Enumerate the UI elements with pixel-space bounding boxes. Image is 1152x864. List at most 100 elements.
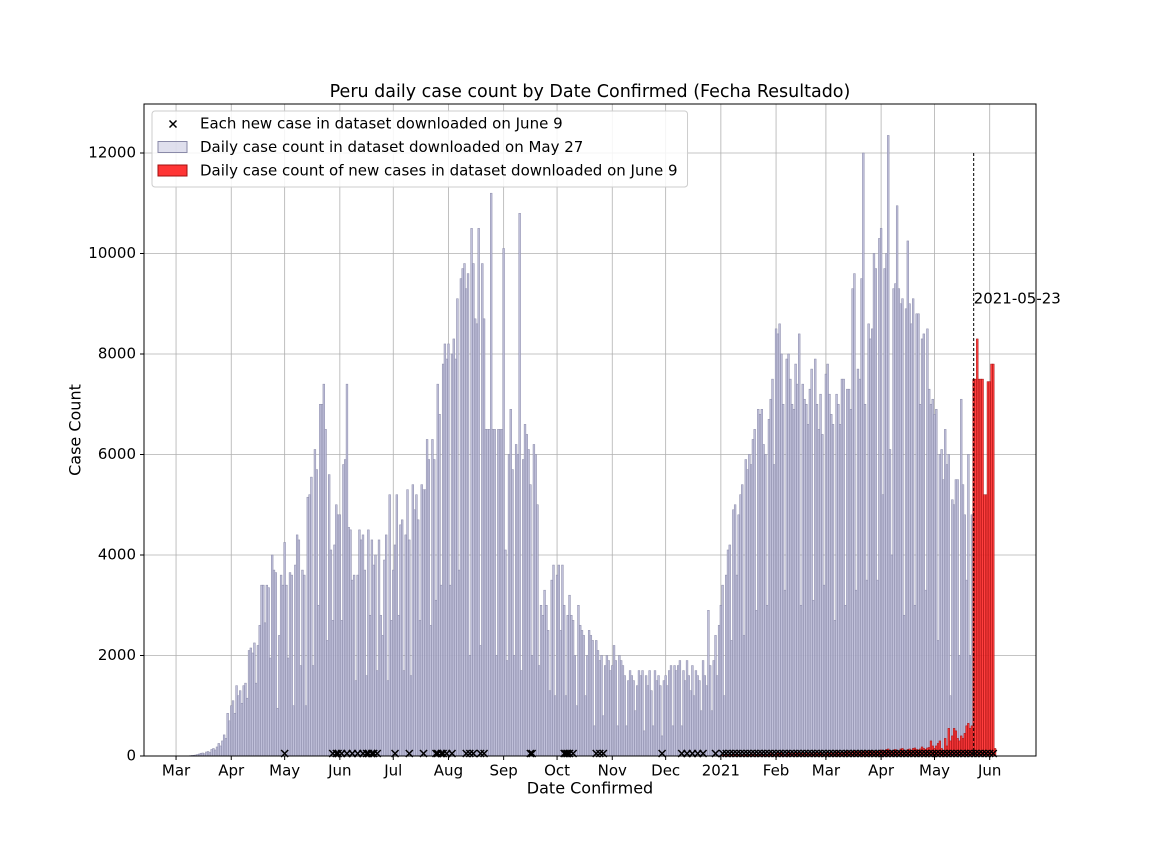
bar [411,484,414,757]
bar [573,655,577,757]
bar [920,338,924,757]
bar [913,604,917,757]
bar [543,589,546,757]
bar-series [185,135,974,757]
bar [384,534,388,757]
bar [587,630,591,757]
bar [709,665,712,757]
bar [639,675,642,757]
bar [251,652,254,757]
bar [698,680,701,757]
bar [863,403,867,757]
bar [826,363,829,757]
bar [796,383,799,757]
bar [493,429,496,757]
bar [427,459,431,757]
bar [459,278,463,757]
bar [888,449,892,757]
bar [352,574,356,757]
bar [837,403,840,757]
bar [728,544,731,757]
bar [737,514,740,757]
bar [762,444,765,757]
bar [799,604,803,757]
bar [276,708,279,757]
bar [678,660,682,757]
bar [491,429,495,757]
bar [586,655,589,757]
bar [641,670,644,757]
chart-title: Peru daily case count by Date Confirmed … [330,82,851,102]
x-tick-label: Mar [812,762,841,780]
bar [401,519,404,757]
bar [449,584,452,757]
bar [331,620,334,757]
bar [516,454,520,757]
bar [723,695,726,757]
bar [862,152,865,757]
bar [785,358,788,757]
bar [342,464,345,757]
bar [377,539,381,757]
bar [221,740,224,757]
bar [374,554,377,757]
bar [885,253,888,757]
bar [552,564,555,757]
bar [664,675,667,757]
bar [867,323,870,757]
bar [486,429,489,757]
bar [518,213,521,757]
bar [789,378,792,757]
bar [712,660,715,757]
bar [527,449,530,757]
bar [847,388,851,757]
bar [333,544,336,757]
bar [940,449,943,757]
bar [283,542,286,757]
bar [798,333,801,757]
bar [794,363,797,757]
bar [710,710,714,757]
bar [335,504,338,757]
bar [924,589,927,757]
x-tick-label: Jun [977,762,1001,780]
bar [970,514,974,757]
x-tick-label: Nov [598,762,627,780]
bar [632,680,635,757]
bar [208,752,212,757]
bar [944,429,947,757]
x-tick-label: Feb [763,762,790,780]
bar [456,298,459,757]
bar [691,665,694,757]
bar [436,383,439,757]
bar [746,469,749,757]
bar [684,680,687,757]
bar [817,429,820,757]
x-tick-label: Sep [490,762,518,780]
bar [589,635,593,757]
bar [666,685,669,757]
bar [607,660,610,757]
bar [936,640,940,757]
bar [769,398,772,757]
bar [434,599,438,757]
y-tick-label: 10000 [88,244,136,262]
bar [580,630,584,757]
bar [669,665,673,757]
bar [616,725,619,757]
bar [239,690,242,757]
bar [655,680,658,757]
y-tick-label: 4000 [98,545,136,563]
bar [381,635,384,757]
bar [735,574,739,757]
bar [876,579,879,757]
bar [801,383,804,757]
bar [584,695,587,757]
bar [596,650,600,757]
bar [605,655,609,757]
bar [247,650,251,757]
bar [771,378,774,757]
bar [258,625,261,757]
bar [725,574,728,757]
bar [922,333,925,757]
